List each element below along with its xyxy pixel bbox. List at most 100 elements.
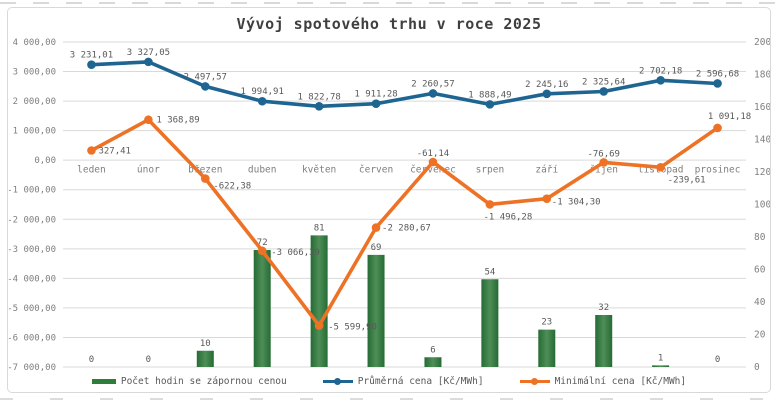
minimum-price-line-value-label: -61,14 xyxy=(417,149,450,159)
minimum-price-line: 327,41 1 368,89 -622,38 -3 066,39 -5 599,90 -… xyxy=(87,112,751,333)
bar-value-label: 1 xyxy=(658,353,663,363)
right-axis-tick-label: 120 xyxy=(754,167,770,178)
bar-value-label: 81 xyxy=(314,223,325,233)
average-price-line-marker xyxy=(599,87,609,96)
average-price-line-value-label: 2 245,16 xyxy=(525,80,568,90)
minimum-price-line-marker xyxy=(200,174,210,183)
right-axis-tick-label: 200 xyxy=(754,37,770,48)
average-price-line-value-label: 2 260,57 xyxy=(411,79,454,89)
average-price-line-value-label: 1 822,78 xyxy=(297,92,340,102)
month-label: leden xyxy=(77,165,106,176)
month-label: květen xyxy=(302,165,336,176)
bar-value-label: 0 xyxy=(146,355,151,365)
average-price-line-value-label: 3 231,01 xyxy=(70,51,113,61)
bar-value-label: 6 xyxy=(430,345,435,355)
minimum-price-line-value-label: -3 066,39 xyxy=(271,248,320,258)
average-price-line-marker xyxy=(542,89,552,99)
average-price-line-value-label: 1 994,91 xyxy=(241,87,284,97)
right-axis-tick-label: 100 xyxy=(754,200,770,211)
minimum-price-line-marker xyxy=(599,158,609,167)
chart-frame[interactable]: 4 000,00 3 000,00 2 000,00 1 000,00 0,00 -1 0… xyxy=(7,7,771,393)
minimum-price-line-value-label: -2 280,67 xyxy=(382,224,431,234)
average-price-line-marker xyxy=(87,60,96,70)
right-axis-tick-label: 160 xyxy=(754,102,770,113)
left-axis-tick-label: 4 000,00 xyxy=(13,38,56,48)
legend-label-hours: Počet hodin se zápornou cenou xyxy=(120,376,287,387)
month-label: duben xyxy=(248,165,277,176)
minimum-price-line-value-label: -5 599,90 xyxy=(328,323,377,333)
minimum-price-line-marker xyxy=(371,223,381,232)
left-axis-tick-label: 2 000,00 xyxy=(13,97,56,107)
average-price-line-marker xyxy=(428,89,438,98)
legend-label-average-price: Průměrná cena [Kč/MWh] xyxy=(357,376,484,387)
legend-label-minimum-price: Minimální cena [Kč/MWh] xyxy=(554,376,687,387)
right-axis-tick-label: 0 xyxy=(754,362,760,373)
minimum-price-line-value-label: 1 091,18 xyxy=(708,112,751,122)
chart-canvas[interactable]: 4 000,00 3 000,00 2 000,00 1 000,00 0,00 -1 0… xyxy=(8,8,770,392)
legend-item-average-price[interactable]: Průměrná cena [Kč/MWh] xyxy=(322,376,484,387)
minimum-price-line-marker xyxy=(542,194,552,204)
left-axis-tick-label: -1 000,00 xyxy=(8,186,56,196)
left-axis-tick-label: 3 000,00 xyxy=(13,68,56,78)
spreadsheet-gridline-top xyxy=(0,2,780,4)
month-label: červenec xyxy=(410,165,456,176)
average-price-line-value-label: 2 702,18 xyxy=(639,66,682,76)
bar-value-label: 54 xyxy=(484,267,495,277)
average-price-line-marker xyxy=(257,96,267,106)
minimum-price-line-marker xyxy=(257,246,267,256)
average-price-line-marker xyxy=(144,57,153,67)
minimum-price-line-value-label: 327,41 xyxy=(98,147,131,157)
minimum-price-line-value-label: -622,38 xyxy=(213,182,251,192)
left-axis-labels: 4 000,00 3 000,00 2 000,00 1 000,00 0,00 -1 0… xyxy=(8,38,56,373)
average-price-line-value-label: 2 325,64 xyxy=(582,77,625,87)
month-label: březen xyxy=(188,165,222,176)
average-price-line-value-label: 1 888,49 xyxy=(468,90,511,100)
average-price-line-value-label: 2 497,57 xyxy=(184,72,227,82)
bar xyxy=(310,235,328,367)
legend-dot-avg xyxy=(334,378,342,385)
chart-legend: Počet hodin se zápornou cenou Průměrná c… xyxy=(8,376,770,387)
left-axis-tick-label: -7 000,00 xyxy=(8,363,56,373)
left-axis-tick-label: -3 000,00 xyxy=(8,245,56,255)
minimum-price-line-value-label: -239,61 xyxy=(668,175,706,185)
gridlines xyxy=(63,41,746,368)
minimum-price-line-marker xyxy=(87,146,96,155)
line-dot-swatch-icon xyxy=(519,378,550,386)
bar xyxy=(424,357,442,367)
left-axis-tick-label: 0,00 xyxy=(34,156,56,166)
legend-item-hours[interactable]: Počet hodin se zápornou cenou xyxy=(91,376,287,387)
minimum-price-line-value-label: -1 496,28 xyxy=(483,212,532,222)
bar xyxy=(481,279,499,367)
minimum-price-line-value-label: -1 304,30 xyxy=(552,198,601,208)
average-price-line-path xyxy=(89,60,720,109)
legend-item-minimum-price[interactable]: Minimální cena [Kč/MWh] xyxy=(519,376,687,387)
average-price-line-marker xyxy=(371,99,381,109)
minimum-price-line-marker xyxy=(656,162,665,172)
average-price-line-value-label: 1 911,28 xyxy=(354,90,397,100)
minimum-price-line-marker xyxy=(144,115,153,125)
bar xyxy=(253,250,271,367)
bar xyxy=(652,365,670,367)
average-price-line-value-label: 2 596,68 xyxy=(696,69,739,79)
right-axis-tick-label: 60 xyxy=(754,265,766,276)
average-price-line-marker xyxy=(485,100,495,109)
spreadsheet-gridline-bottom xyxy=(0,398,780,400)
bar-value-label: 0 xyxy=(715,355,720,365)
bar-value-label: 0 xyxy=(89,355,94,365)
month-label: srpen xyxy=(476,165,505,176)
bar-value-label: 32 xyxy=(598,303,609,313)
right-axis-tick-label: 40 xyxy=(754,297,766,308)
average-price-line: 3 231,01 3 327,05 2 497,57 1 994,91 1 822,78… xyxy=(70,48,739,111)
average-price-line-marker xyxy=(314,102,324,111)
bar-swatch-icon xyxy=(91,379,116,384)
right-axis-tick-label: 140 xyxy=(754,135,770,146)
month-label: červen xyxy=(359,165,393,176)
minimum-price-line-marker xyxy=(428,157,438,167)
average-price-line-marker xyxy=(200,82,210,91)
average-price-line-value-label: 3 327,05 xyxy=(127,48,170,58)
bar-value-label: 72 xyxy=(257,238,268,248)
right-axis-tick-label: 80 xyxy=(754,232,766,243)
bar xyxy=(367,254,385,367)
